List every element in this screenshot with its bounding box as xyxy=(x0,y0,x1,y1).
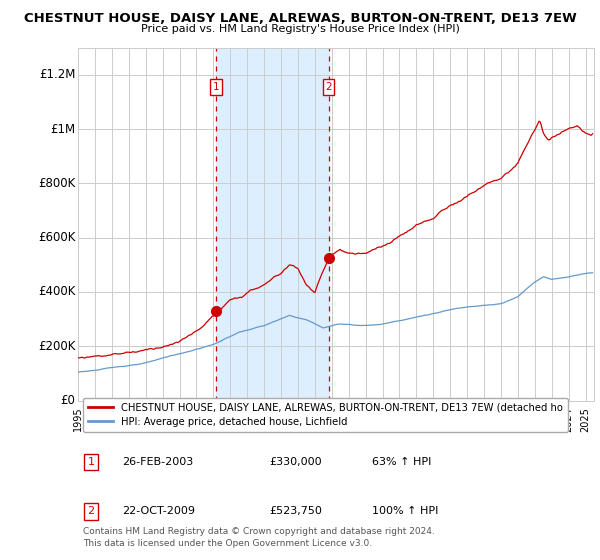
Text: £200K: £200K xyxy=(38,340,76,353)
Text: Price paid vs. HM Land Registry's House Price Index (HPI): Price paid vs. HM Land Registry's House … xyxy=(140,24,460,34)
Text: 2: 2 xyxy=(325,82,332,92)
Text: £400K: £400K xyxy=(38,286,76,298)
Text: 1: 1 xyxy=(212,82,219,92)
Text: £1.2M: £1.2M xyxy=(39,68,76,81)
Text: 26-FEB-2003: 26-FEB-2003 xyxy=(122,457,193,467)
Text: 2: 2 xyxy=(88,506,94,516)
Text: £600K: £600K xyxy=(38,231,76,244)
Text: £0: £0 xyxy=(61,394,76,407)
Text: 63% ↑ HPI: 63% ↑ HPI xyxy=(372,457,431,467)
Text: CHESTNUT HOUSE, DAISY LANE, ALREWAS, BURTON-ON-TRENT, DE13 7EW: CHESTNUT HOUSE, DAISY LANE, ALREWAS, BUR… xyxy=(23,12,577,25)
Text: £523,750: £523,750 xyxy=(269,506,322,516)
Text: £1M: £1M xyxy=(50,123,76,136)
Text: 100% ↑ HPI: 100% ↑ HPI xyxy=(372,506,439,516)
Text: Contains HM Land Registry data © Crown copyright and database right 2024.
This d: Contains HM Land Registry data © Crown c… xyxy=(83,528,435,548)
Text: 1: 1 xyxy=(88,457,94,467)
Text: £330,000: £330,000 xyxy=(269,457,322,467)
Text: 22-OCT-2009: 22-OCT-2009 xyxy=(122,506,195,516)
Legend: CHESTNUT HOUSE, DAISY LANE, ALREWAS, BURTON-ON-TRENT, DE13 7EW (detached ho, HPI: CHESTNUT HOUSE, DAISY LANE, ALREWAS, BUR… xyxy=(83,398,568,432)
Text: £800K: £800K xyxy=(38,177,76,190)
Bar xyxy=(216,48,329,400)
